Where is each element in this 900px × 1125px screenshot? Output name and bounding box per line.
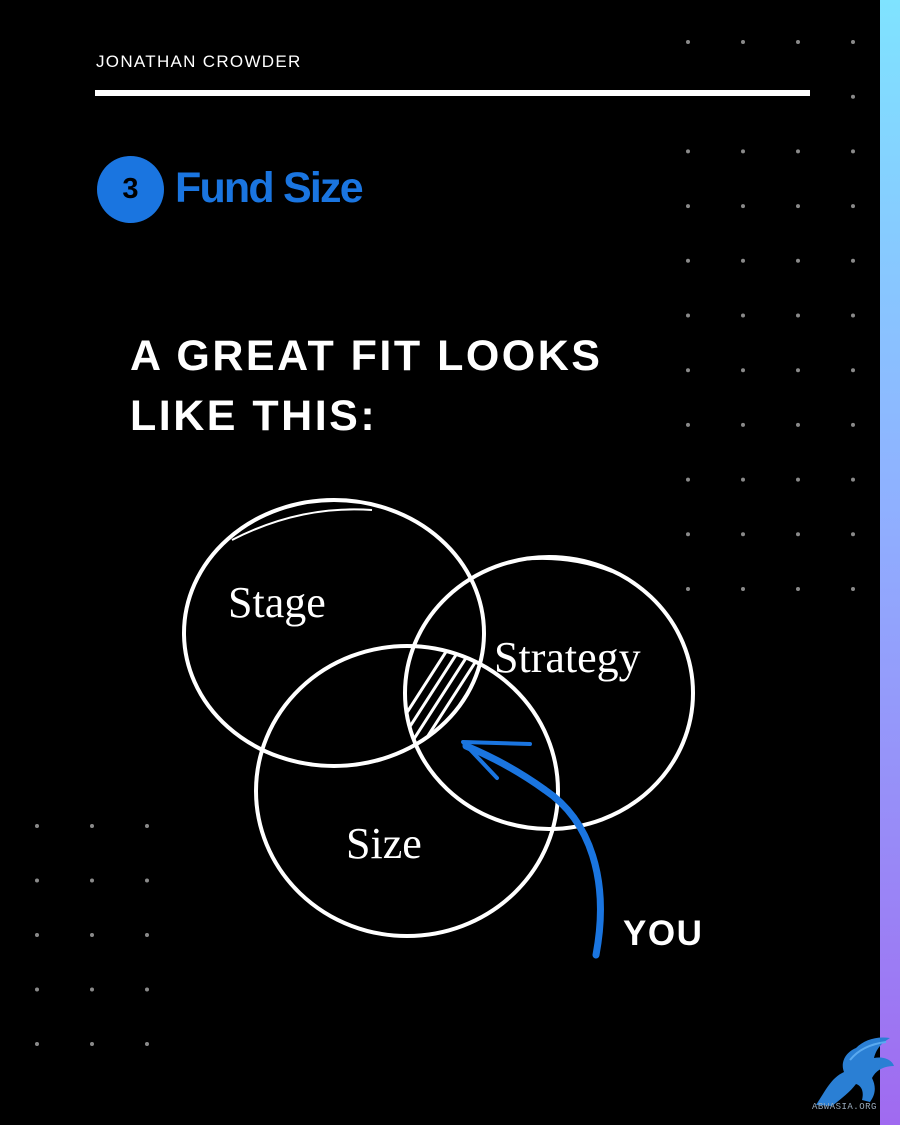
decor-dot — [90, 824, 94, 828]
pointer-arrow-stroke — [462, 742, 604, 959]
decor-dot — [686, 40, 690, 44]
decor-dot — [686, 149, 690, 154]
decor-dot — [851, 587, 855, 591]
decor-dot — [741, 313, 745, 318]
decor-dot — [796, 587, 800, 591]
decor-dot — [35, 1042, 39, 1046]
headline: A GREAT FIT LOOKS LIKE THIS: — [130, 326, 730, 446]
decor-dot — [741, 477, 745, 482]
size-circle — [254, 644, 560, 938]
decor-dot — [90, 933, 94, 937]
decor-dot — [851, 313, 855, 318]
decor-dot — [35, 933, 39, 937]
decor-dot — [851, 40, 855, 44]
decor-dot — [796, 204, 800, 209]
hatch-line — [405, 646, 462, 766]
decor-dot — [35, 824, 39, 828]
stage-label: Stage — [228, 578, 326, 627]
hatch-line — [405, 646, 474, 766]
decor-dot — [686, 477, 690, 482]
strategy-circle-sketch-stroke — [519, 557, 613, 573]
decor-dot — [851, 149, 855, 154]
decor-dot — [796, 477, 800, 482]
step-number-badge: 3 — [97, 156, 164, 223]
decor-dot — [796, 40, 800, 44]
decor-dot — [90, 878, 94, 883]
decor-dot — [796, 368, 800, 373]
author-name: JONATHAN CROWDER — [96, 52, 302, 71]
you-label: YOU — [623, 914, 704, 953]
decor-dot — [741, 368, 745, 373]
decor-dot — [35, 878, 39, 883]
decor-dot — [145, 1042, 149, 1046]
stage-circle-sketch-stroke — [231, 508, 373, 541]
pointer-arrowhead — [461, 740, 532, 780]
watermark-text: ABWASIA.ORG — [812, 1102, 877, 1112]
decor-dot — [851, 94, 855, 99]
decor-dot — [90, 987, 94, 992]
decor-dot — [851, 204, 855, 209]
headline-line-1: A GREAT FIT LOOKS — [130, 332, 603, 380]
strategy-circle — [403, 555, 695, 831]
decor-dot — [35, 987, 39, 992]
headline-line-2: LIKE THIS: — [130, 392, 378, 440]
decor-dot — [796, 258, 800, 263]
decor-dot — [741, 422, 745, 427]
side-gradient-strip — [880, 0, 900, 1125]
decor-dot — [741, 40, 745, 44]
decor-dot — [145, 933, 149, 937]
decor-dot — [851, 422, 855, 427]
decor-dot — [145, 987, 149, 992]
decor-dot — [686, 532, 690, 537]
decor-dot — [686, 587, 690, 591]
decor-dot — [145, 824, 149, 828]
header-divider — [95, 90, 810, 96]
decor-dot — [741, 532, 745, 537]
decor-dot — [686, 422, 690, 427]
strategy-label: Strategy — [494, 633, 641, 682]
griffin-logo-icon — [816, 1037, 894, 1106]
decor-dot — [851, 477, 855, 482]
size-label: Size — [346, 819, 422, 868]
decor-dot — [686, 313, 690, 318]
decor-dot — [686, 258, 690, 263]
decor-dot — [851, 258, 855, 263]
decor-dot — [851, 532, 855, 537]
decor-dot — [796, 149, 800, 154]
decor-dot — [851, 368, 855, 373]
decor-dot — [796, 313, 800, 318]
decor-dot — [796, 422, 800, 427]
decor-dot — [796, 532, 800, 537]
decor-dot — [741, 149, 745, 154]
decor-dot — [90, 1042, 94, 1046]
section-title: Fund Size — [175, 164, 364, 212]
decor-dot — [145, 878, 149, 883]
decor-dot — [741, 204, 745, 209]
stage-circle — [182, 498, 486, 768]
decor-dot — [686, 368, 690, 373]
decor-dot — [686, 204, 690, 209]
decor-dot — [741, 258, 745, 263]
decor-dot — [741, 587, 745, 591]
